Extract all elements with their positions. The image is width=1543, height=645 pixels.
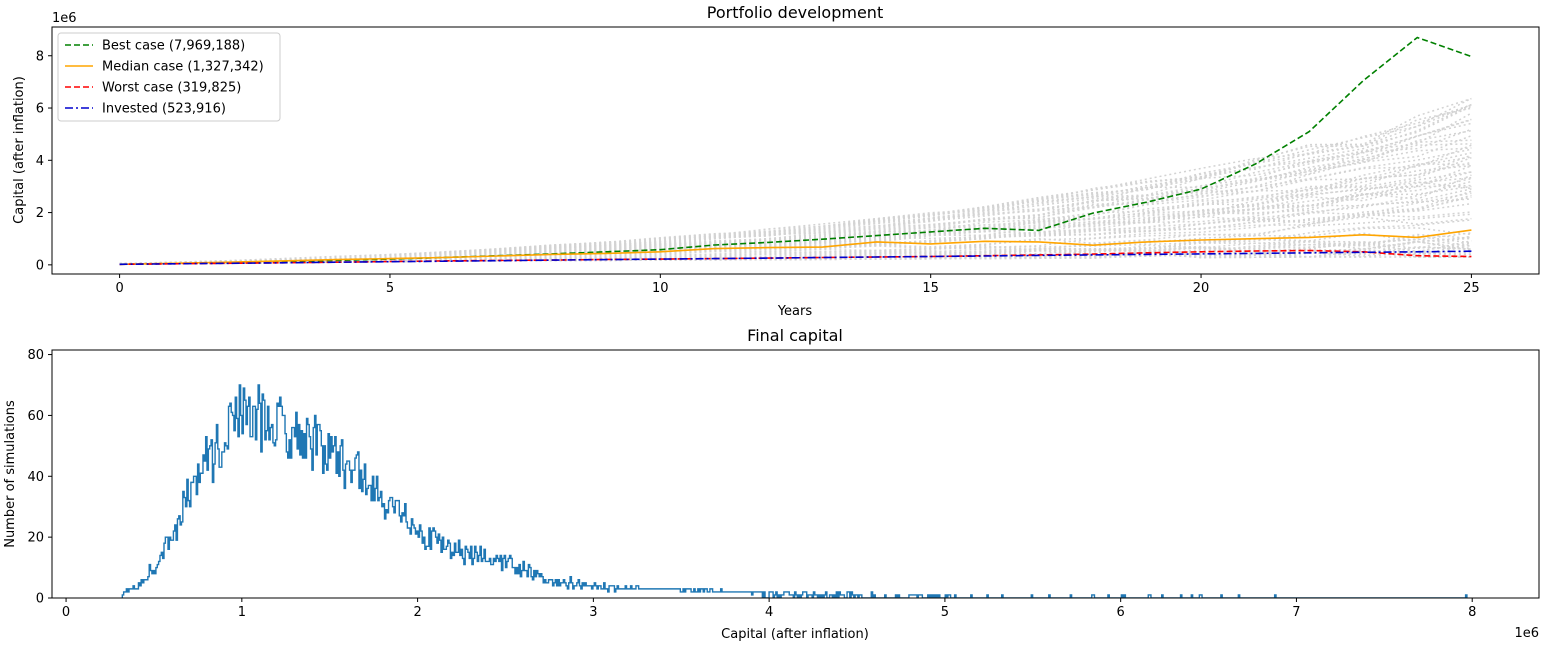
portfolio-y-multiplier: 1e6 (52, 11, 77, 26)
x-tick-label: 15 (922, 281, 939, 296)
portfolio-legend: Best case (7,969,188) Median case (1,327,… (57, 32, 281, 122)
y-tick-label: 6 (36, 102, 44, 117)
histogram-x-multiplier: 1e6 (1514, 626, 1539, 641)
y-tick-label: 0 (36, 258, 44, 273)
histogram-x-axis-label: Capital (after inflation) (721, 627, 869, 642)
portfolio-chart: 0 5 10 15 20 25 0 2 4 6 8 Portfolio development Y… (12, 3, 1540, 319)
y-tick-label: 40 (27, 470, 44, 485)
legend-label: Median case (1,327,342) (102, 60, 264, 75)
portfolio-series (119, 36, 1472, 266)
y-tick-label: 20 (27, 531, 44, 546)
y-tick-label: 0 (36, 592, 44, 607)
x-tick-label: 0 (62, 605, 70, 620)
portfolio-y-ticks: 0 2 4 6 8 (36, 49, 52, 273)
legend-label: Invested (523,916) (102, 102, 226, 117)
x-tick-label: 5 (941, 605, 949, 620)
portfolio-plot-frame (51, 26, 1540, 275)
y-tick-label: 8 (36, 49, 44, 64)
x-tick-label: 6 (1117, 605, 1125, 620)
x-tick-label: 25 (1463, 281, 1480, 296)
x-tick-label: 8 (1468, 605, 1476, 620)
series-line-3 (119, 250, 1472, 266)
y-tick-label: 80 (27, 348, 44, 363)
histogram-y-axis-label: Number of simulations (3, 400, 18, 548)
portfolio-title: Portfolio development (707, 3, 883, 22)
legend-box (57, 32, 281, 122)
x-tick-label: 0 (115, 281, 123, 296)
x-tick-label: 3 (589, 605, 597, 620)
series-line-1 (119, 229, 1472, 266)
final-capital-chart: 0 1 2 3 4 5 6 7 8 0 20 40 60 80 Final capital Capita… (3, 326, 1540, 642)
y-tick-label: 2 (36, 206, 44, 221)
histogram-step-line (121, 384, 1468, 598)
histogram-bars (121, 384, 1468, 598)
x-tick-label: 1 (238, 605, 246, 620)
portfolio-y-axis-label: Capital (after inflation) (12, 76, 27, 224)
y-tick-label: 60 (27, 409, 44, 424)
y-tick-label: 4 (36, 154, 44, 169)
x-tick-label: 7 (1292, 605, 1300, 620)
x-tick-label: 4 (765, 605, 773, 620)
portfolio-x-ticks: 0 5 10 15 20 25 (115, 274, 1480, 296)
x-tick-label: 10 (652, 281, 669, 296)
histogram-y-ticks: 0 20 40 60 80 (27, 348, 52, 607)
histogram-plot-frame (51, 349, 1540, 599)
legend-label: Worst case (319,825) (102, 81, 241, 96)
histogram-title: Final capital (747, 326, 843, 345)
simulation-line (119, 139, 1472, 265)
histogram-x-ticks: 0 1 2 3 4 5 6 7 8 (62, 598, 1476, 620)
x-tick-label: 2 (413, 605, 421, 620)
portfolio-x-axis-label: Years (777, 304, 813, 319)
legend-label: Best case (7,969,188) (102, 39, 245, 54)
x-tick-label: 5 (386, 281, 394, 296)
histogram-plot-area (52, 350, 1539, 598)
x-tick-label: 20 (1193, 281, 1210, 296)
